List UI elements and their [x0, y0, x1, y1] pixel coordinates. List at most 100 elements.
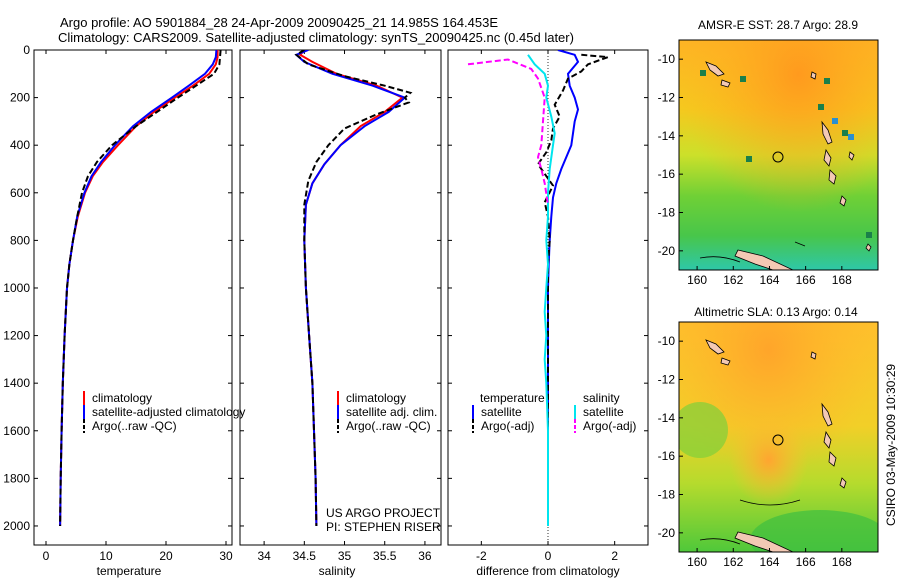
island: [720, 357, 731, 366]
new-caledonia: [734, 249, 794, 270]
sst-pixel: [740, 76, 746, 82]
map-x-tick-label: 166: [796, 555, 816, 569]
map-x-tick-label: 164: [759, 273, 779, 287]
x-tick-label: 0: [545, 549, 552, 563]
legend-label-climatology: climatology: [346, 391, 406, 405]
sla-map: [679, 322, 878, 552]
sla-map-ticks: 160 162 164 166 168 -10 -12 -14 -16 -18 -20: [658, 334, 852, 569]
sla-green-patch: [679, 402, 728, 458]
map-y-tick-label: -18: [658, 488, 676, 502]
x-tick-label: 34: [257, 549, 271, 563]
map-x-tick-label: 168: [832, 555, 852, 569]
island: [848, 151, 855, 161]
salinity-axes: [239, 49, 442, 546]
temperature-axes: [33, 49, 233, 546]
island: [839, 195, 847, 207]
difference-series: [467, 50, 609, 526]
x-tick-label: 35.5: [373, 549, 397, 563]
map-y-tick-label: -16: [658, 167, 676, 181]
csiro-timestamp: CSIRO 03-May-2009 10:30:29: [884, 364, 898, 526]
map-x-tick-label: 160: [687, 555, 707, 569]
map-y-tick-label: -12: [658, 373, 676, 387]
reef-outline: [699, 241, 806, 263]
salinity-legend: climatology satellite adj. clim. Argo(..…: [337, 391, 437, 433]
y-tick-label: 0: [23, 43, 30, 57]
project-pi: PI: STEPHEN RISER: [326, 520, 441, 534]
legend-label-satellite: satellite adj. clim.: [346, 405, 437, 419]
legend-title-temperature: temperature: [480, 391, 545, 405]
sst-pixel: [746, 156, 752, 162]
new-caledonia: [734, 531, 794, 552]
island: [865, 243, 872, 252]
sla-green-patch: [750, 510, 878, 552]
temperature-legend: climatology satellite-adjusted climatolo…: [83, 391, 245, 433]
sla-float-marker: [772, 434, 784, 446]
island: [810, 351, 817, 360]
island: [705, 61, 725, 77]
sst-pixel: [848, 134, 854, 140]
map-x-tick-label: 160: [687, 273, 707, 287]
y-tick-label: 1000: [3, 281, 30, 295]
salinity-ticks: 34 34.5 35 35.5 36: [257, 50, 432, 563]
reef-outline: [699, 499, 801, 545]
series-line-argo-raw-qc-: [294, 50, 413, 527]
y-tick-label: 800: [10, 233, 30, 247]
x-tick-label: 35: [338, 549, 352, 563]
sst-map-frame: [678, 39, 879, 271]
legend-label-climatology: climatology: [92, 391, 152, 405]
map-x-tick-label: 168: [832, 273, 852, 287]
y-tick-label: 600: [10, 186, 30, 200]
difference-legend: temperature satellite Argo(-adj) salinit…: [472, 391, 636, 433]
x-tick-label: 10: [99, 549, 113, 563]
sla-map-title: Altimetric SLA: 0.13 Argo: 0.14: [694, 305, 858, 319]
temperature-xlabel: temperature: [97, 564, 162, 578]
map-y-tick-label: -14: [658, 411, 676, 425]
island: [720, 79, 731, 88]
island: [828, 451, 837, 467]
legend-label-argo: Argo(..raw -QC): [346, 419, 431, 433]
map-y-tick-label: -14: [658, 129, 676, 143]
sst-pixel: [866, 232, 872, 238]
project-name: US ARGO PROJECT: [326, 506, 441, 520]
y-tick-label: 2000: [3, 519, 30, 533]
series-line-temperature-argo-adj-: [536, 53, 609, 526]
map-y-tick-label: -16: [658, 449, 676, 463]
x-tick-label: 2: [611, 549, 618, 563]
difference-ticks: -2 0 2: [476, 50, 618, 563]
x-tick-label: 34.5: [293, 549, 317, 563]
legend-label-satellite: satellite-adjusted climatology: [92, 405, 245, 419]
series-line-satellite: [294, 50, 407, 527]
x-tick-label: 20: [159, 549, 173, 563]
figure-title-line1: Argo profile: AO 5901884_28 24-Apr-2009 …: [60, 15, 498, 30]
legend-label-temp-satellite: satellite: [481, 405, 522, 419]
map-y-tick-label: -20: [658, 526, 676, 540]
salinity-xlabel: salinity: [319, 564, 356, 578]
y-tick-label: 1600: [3, 424, 30, 438]
y-tick-label: 400: [10, 138, 30, 152]
sla-map-frame: [678, 321, 879, 553]
map-x-tick-label: 162: [723, 555, 743, 569]
sst-pixel: [832, 118, 838, 124]
map-y-tick-label: -10: [658, 334, 676, 348]
island: [810, 71, 817, 80]
sst-map-title: AMSR-E SST: 28.7 Argo: 28.9: [698, 18, 858, 32]
sst-map: [679, 40, 878, 270]
sst-warm-patch: [679, 40, 878, 270]
island: [705, 339, 725, 355]
map-x-tick-label: 164: [759, 555, 779, 569]
y-tick-label: 1400: [3, 376, 30, 390]
map-y-tick-label: -10: [658, 52, 676, 66]
island: [823, 148, 832, 167]
legend-title-salinity: salinity: [583, 391, 620, 405]
sst-pixel: [700, 70, 706, 76]
sst-pixel: [818, 104, 824, 110]
map-y-tick-label: -20: [658, 244, 676, 258]
x-tick-label: 36: [418, 549, 432, 563]
island: [821, 120, 833, 145]
series-line-salinity-argo-adj-: [467, 58, 549, 205]
legend-label-argo: Argo(..raw -QC): [92, 419, 177, 433]
sst-pixels: [700, 70, 872, 238]
figure-title-line2: Climatology: CARS2009. Satellite-adjuste…: [58, 30, 574, 45]
temperature-series: [59, 50, 222, 527]
